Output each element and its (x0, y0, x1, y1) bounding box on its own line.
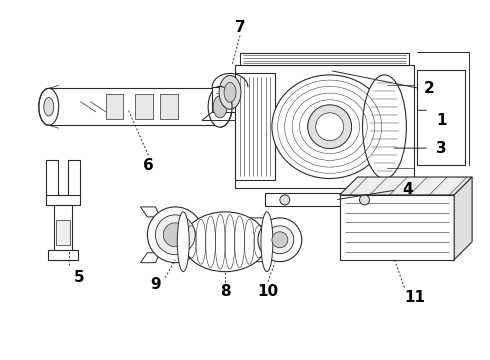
Text: 3: 3 (436, 141, 446, 156)
Polygon shape (160, 94, 178, 119)
Polygon shape (340, 177, 472, 195)
Polygon shape (68, 160, 80, 200)
Ellipse shape (272, 232, 288, 248)
Text: 7: 7 (235, 20, 245, 35)
Polygon shape (135, 94, 153, 119)
Circle shape (316, 113, 343, 141)
Polygon shape (56, 220, 70, 245)
Ellipse shape (44, 98, 54, 116)
Text: 11: 11 (404, 290, 425, 305)
Polygon shape (141, 207, 160, 217)
Text: 6: 6 (143, 158, 154, 172)
Polygon shape (46, 160, 58, 200)
Ellipse shape (183, 212, 267, 272)
Bar (417, 71, 465, 165)
Polygon shape (340, 195, 454, 260)
Polygon shape (141, 253, 160, 263)
Polygon shape (235, 66, 415, 188)
Ellipse shape (177, 212, 189, 272)
Polygon shape (250, 218, 270, 226)
Polygon shape (265, 193, 385, 206)
Text: 1: 1 (436, 113, 446, 128)
Ellipse shape (163, 223, 187, 247)
Text: 9: 9 (150, 277, 161, 292)
Ellipse shape (213, 96, 227, 118)
Ellipse shape (258, 218, 302, 262)
Ellipse shape (147, 207, 203, 263)
Polygon shape (250, 254, 270, 262)
Ellipse shape (155, 215, 195, 255)
Ellipse shape (261, 212, 273, 272)
Polygon shape (48, 250, 77, 260)
Ellipse shape (224, 82, 236, 102)
Circle shape (280, 195, 290, 205)
Ellipse shape (219, 75, 241, 109)
Polygon shape (454, 177, 472, 260)
Circle shape (360, 195, 369, 205)
Ellipse shape (363, 75, 406, 179)
Circle shape (308, 105, 352, 149)
Polygon shape (46, 195, 80, 205)
Polygon shape (105, 94, 123, 119)
Text: 10: 10 (257, 284, 278, 299)
Text: 5: 5 (74, 270, 84, 285)
Polygon shape (54, 205, 72, 260)
Polygon shape (235, 73, 275, 180)
Text: 8: 8 (220, 284, 230, 299)
Text: 4: 4 (402, 183, 413, 198)
Ellipse shape (39, 88, 59, 125)
Ellipse shape (272, 75, 388, 179)
Ellipse shape (266, 226, 294, 254)
Ellipse shape (208, 86, 232, 127)
Polygon shape (240, 54, 409, 66)
Text: 2: 2 (424, 81, 435, 96)
Polygon shape (212, 87, 248, 112)
